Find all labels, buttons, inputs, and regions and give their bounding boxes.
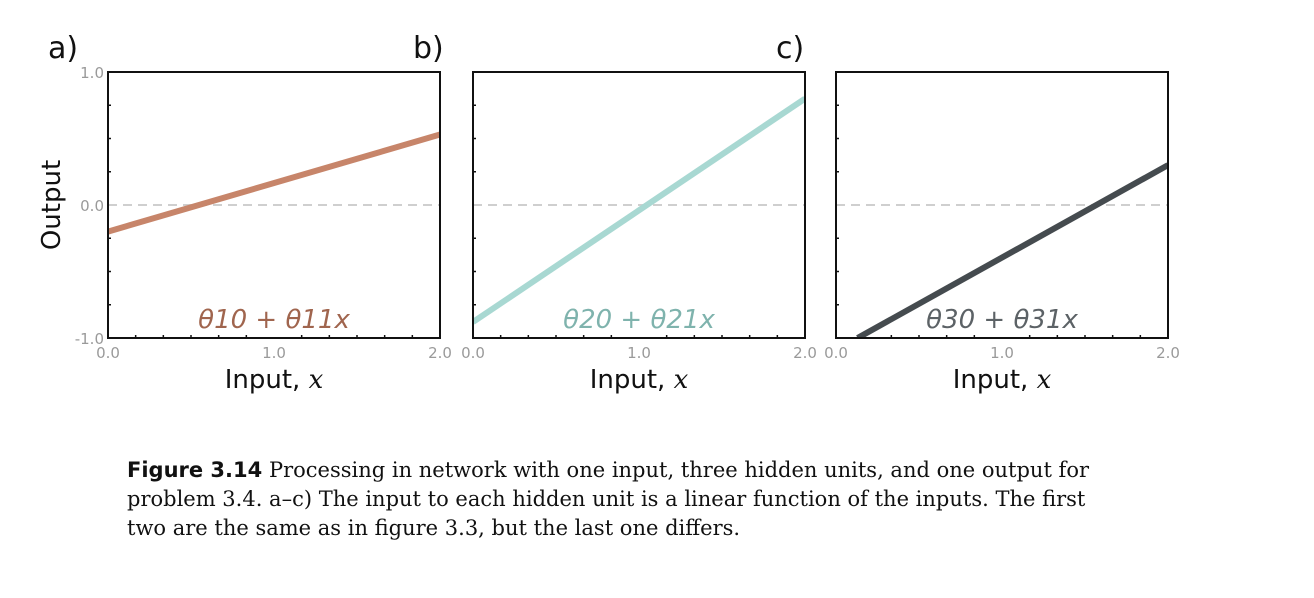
series-line-1 — [108, 131, 440, 235]
x-axis-title-var: x — [309, 365, 324, 395]
x-tick-label-00: 0.0 — [824, 344, 848, 362]
x-axis-title-text: Input, — [225, 365, 309, 395]
y-axis-title: Output — [37, 160, 67, 250]
x-axis-title: Input, x — [225, 365, 324, 395]
x-tick-label-10: 1.0 — [990, 344, 1014, 362]
plot-frame — [107, 71, 441, 339]
x-axis-title-var: x — [1037, 365, 1052, 395]
equation-annotation: θ30 + θ31x — [926, 305, 1078, 335]
x-tick-label-00: 0.0 — [96, 344, 120, 362]
plot-frame — [835, 71, 1169, 339]
x-axis-title-var: x — [674, 365, 689, 395]
figure-caption: Figure 3.14 Processing in network with o… — [127, 456, 1127, 543]
x-tick-label-10: 1.0 — [627, 344, 651, 362]
x-tick-label-00: 0.0 — [461, 344, 485, 362]
plot-frame — [472, 71, 806, 339]
panel-letter: b) — [413, 31, 444, 66]
caption-text: Processing in network with one input, th… — [127, 458, 1090, 540]
caption-label: Figure 3.14 — [127, 458, 263, 482]
x-tick-label-20: 2.0 — [793, 344, 817, 362]
series-line-1 — [473, 96, 805, 325]
x-axis-title-text: Input, — [953, 365, 1037, 395]
x-axis-title-text: Input, — [590, 365, 674, 395]
equation-annotation: θ10 + θ11x — [198, 305, 350, 335]
panel-letter: c) — [776, 31, 804, 66]
x-tick-label-20: 2.0 — [1156, 344, 1180, 362]
chart-panel-2: 0.0 1.0 2.0 b) Input, x θ20 + θ21x — [413, 31, 817, 395]
panel-letter: a) — [48, 31, 78, 66]
equation-annotation: θ20 + θ21x — [563, 305, 715, 335]
x-tick-label-20: 2.0 — [428, 344, 452, 362]
chart-panel-3: 0.0 1.0 2.0 c) Input, x θ30 + θ31x — [776, 31, 1180, 395]
series-line-1 — [856, 162, 1168, 338]
y-tick-label-10: -1.0 — [75, 330, 104, 348]
x-axis-title: Input, x — [953, 365, 1052, 395]
y-tick-label-00: 0.0 — [80, 197, 104, 215]
y-tick-label-10: 1.0 — [80, 64, 104, 82]
x-tick-label-10: 1.0 — [262, 344, 286, 362]
x-axis-title: Input, x — [590, 365, 689, 395]
